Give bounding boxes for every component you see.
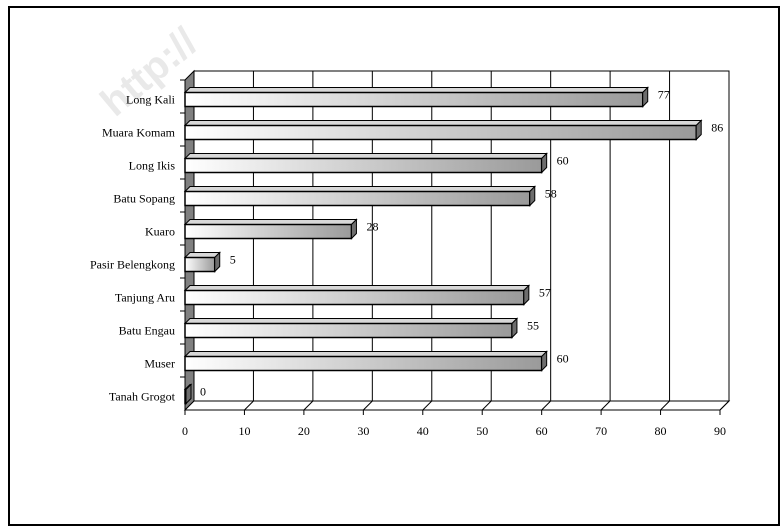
bar [184, 124, 697, 141]
category-label: Long Kali [126, 93, 176, 107]
data-label: 57 [539, 286, 551, 300]
data-label: 60 [557, 352, 569, 366]
x-tick-label: 0 [182, 424, 188, 438]
data-label: 28 [366, 220, 378, 234]
bar-end [185, 383, 192, 405]
bar-end [214, 251, 221, 273]
bar [184, 223, 353, 240]
bar-end [642, 86, 649, 108]
x-tick-label: 30 [357, 424, 369, 438]
bar-end [511, 317, 518, 339]
floor-gridline [541, 400, 552, 411]
data-label: 5 [230, 253, 236, 267]
bar [184, 322, 513, 339]
bar [184, 355, 543, 372]
data-label: 77 [658, 88, 670, 102]
bar-end [350, 218, 357, 240]
bar [184, 91, 644, 108]
floor-gridline [303, 400, 314, 411]
bar [184, 256, 216, 273]
bar-end [541, 350, 548, 372]
data-label: 86 [711, 121, 723, 135]
floor-gridline [660, 400, 670, 411]
category-label: Pasir Belengkong [90, 258, 175, 272]
data-label: 58 [545, 187, 557, 201]
floor-gridline [481, 400, 492, 411]
x-tick-label: 50 [476, 424, 488, 438]
x-tick-label: 80 [655, 424, 667, 438]
floor-gridline [719, 400, 730, 411]
x-tick-label: 60 [536, 424, 548, 438]
x-tick-label: 90 [714, 424, 726, 438]
floor-gridline [362, 400, 373, 411]
floor-gridline [422, 400, 433, 411]
data-label: 55 [527, 319, 539, 333]
bar-end [529, 185, 536, 207]
bar [184, 190, 531, 207]
x-tick-label: 10 [238, 424, 250, 438]
bar [184, 289, 525, 306]
plot-floor [183, 400, 731, 411]
floor-gridline [600, 400, 611, 411]
bar [184, 157, 543, 174]
category-label: Muser [144, 357, 175, 371]
category-label: Batu Sopang [113, 192, 175, 206]
x-tick-label: 70 [595, 424, 607, 438]
bar-end [541, 152, 548, 174]
bar-end [523, 284, 530, 306]
category-label: Tanjung Aru [115, 291, 175, 305]
x-tick-label: 40 [417, 424, 429, 438]
category-label: Tanah Grogot [109, 390, 176, 404]
category-label: Long Ikis [129, 159, 176, 173]
category-label: Kuaro [145, 225, 175, 239]
floor-gridline [244, 400, 254, 411]
bar-end [695, 119, 702, 141]
category-label: Muara Komam [102, 126, 176, 140]
data-label: 0 [200, 385, 206, 399]
category-label: Batu Engau [119, 324, 175, 338]
x-tick-label: 20 [298, 424, 310, 438]
data-label: 60 [557, 154, 569, 168]
